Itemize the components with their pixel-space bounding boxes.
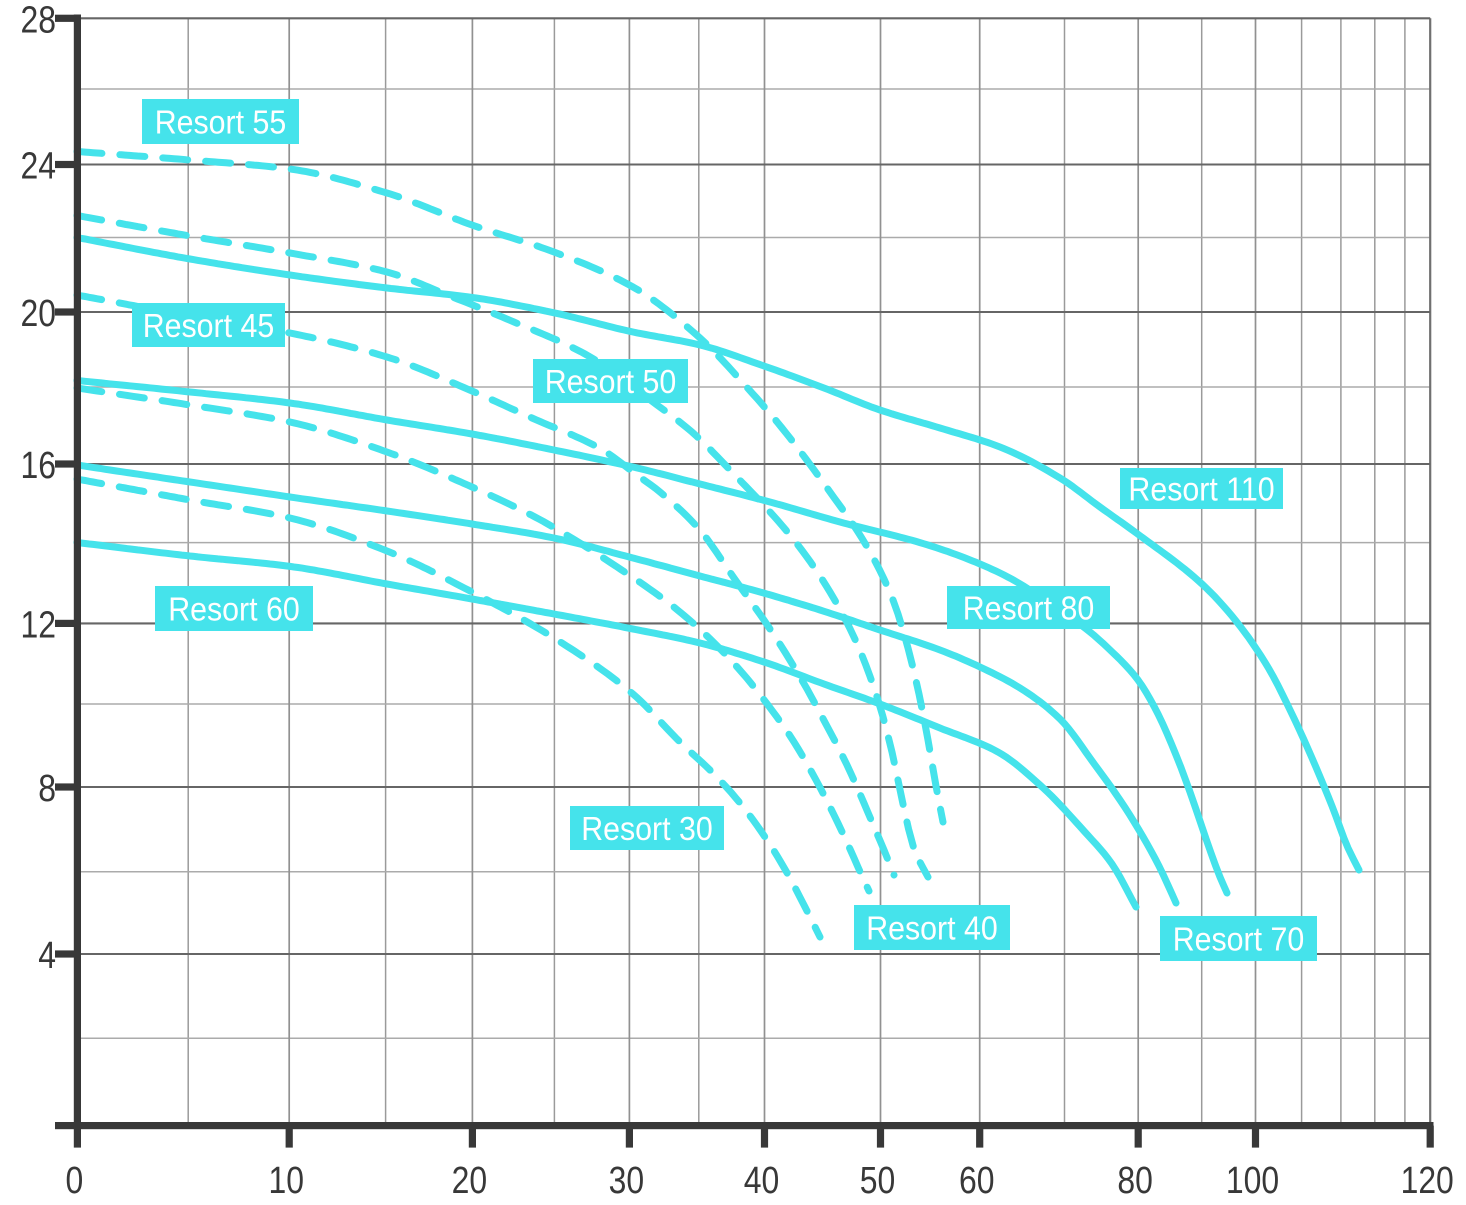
svg-text:40: 40 [744, 1159, 780, 1200]
svg-text:60: 60 [959, 1159, 995, 1200]
svg-text:24: 24 [20, 145, 56, 187]
svg-text:Resort 30: Resort 30 [581, 810, 713, 847]
svg-text:12: 12 [20, 604, 56, 646]
svg-text:0: 0 [66, 1159, 84, 1200]
svg-text:Resort 55: Resort 55 [155, 103, 287, 140]
svg-text:4: 4 [38, 934, 56, 976]
svg-text:16: 16 [20, 444, 56, 486]
svg-text:100: 100 [1226, 1159, 1279, 1200]
svg-text:10: 10 [268, 1159, 304, 1200]
svg-text:Resort 40: Resort 40 [866, 909, 998, 946]
svg-text:8: 8 [38, 767, 56, 809]
svg-text:30: 30 [609, 1159, 645, 1200]
svg-text:20: 20 [452, 1159, 488, 1200]
svg-text:Resort 80: Resort 80 [963, 589, 1095, 626]
svg-text:80: 80 [1117, 1159, 1153, 1200]
svg-text:20: 20 [20, 292, 56, 334]
svg-text:Resort 110: Resort 110 [1128, 470, 1274, 507]
svg-text:50: 50 [860, 1159, 896, 1200]
svg-text:120: 120 [1401, 1159, 1454, 1200]
svg-text:Resort 50: Resort 50 [545, 363, 677, 400]
svg-text:Resort 45: Resort 45 [143, 307, 275, 344]
svg-text:Resort 60: Resort 60 [168, 590, 300, 627]
svg-text:28: 28 [20, 0, 56, 41]
svg-text:Resort 70: Resort 70 [1173, 920, 1305, 957]
